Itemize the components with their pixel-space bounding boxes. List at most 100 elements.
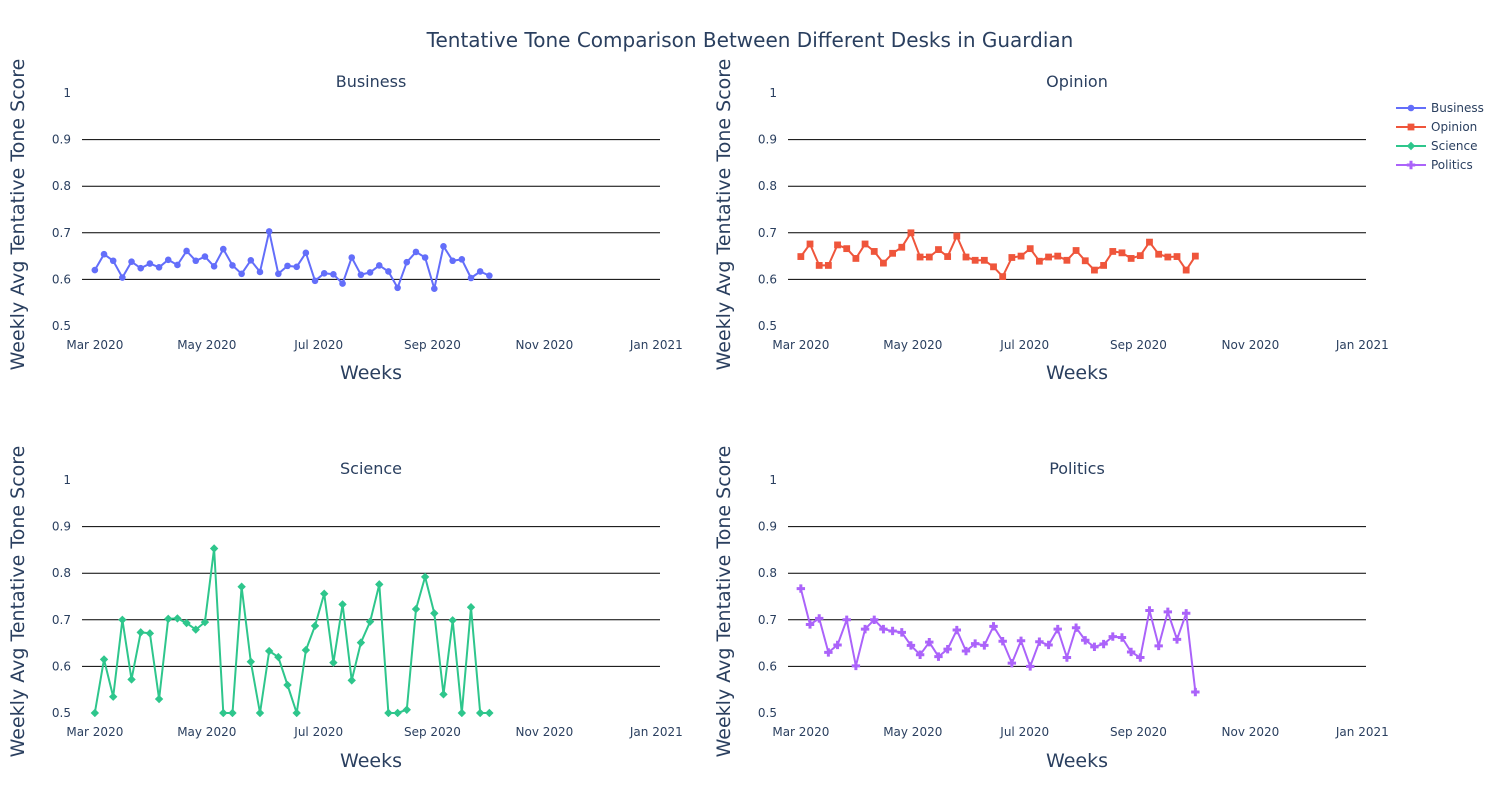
subplot-title: Politics: [1049, 459, 1105, 478]
y-tick-label: 0.9: [52, 133, 71, 147]
data-point: [375, 262, 383, 269]
series-line-science: [93, 547, 490, 714]
y-tick-label: 0.7: [758, 226, 777, 240]
data-point: [861, 240, 869, 248]
data-point: [1035, 637, 1044, 646]
data-point: [155, 263, 163, 271]
data-point: [1081, 636, 1090, 645]
data-point: [870, 615, 879, 624]
data-point: [1090, 642, 1099, 652]
data-point: [860, 624, 870, 634]
data-point: [238, 270, 245, 278]
data-point: [246, 657, 256, 666]
data-point: [466, 603, 476, 612]
data-point: [889, 249, 896, 257]
legend-item-science[interactable]: Science: [1396, 139, 1478, 153]
legend-item-politics[interactable]: Politics: [1396, 158, 1473, 172]
data-point: [1045, 253, 1052, 261]
data-point: [806, 240, 814, 248]
data-point: [999, 273, 1007, 281]
x-tick-label: Nov 2020: [516, 725, 574, 739]
data-point: [1054, 252, 1062, 260]
data-point: [164, 256, 172, 264]
data-point: [897, 628, 906, 637]
y-axis-title: Weekly Avg Tentative Tone Score: [7, 446, 29, 758]
data-point: [402, 705, 411, 714]
legend-item-opinion[interactable]: Opinion: [1396, 120, 1477, 134]
data-point: [1063, 256, 1071, 264]
legend[interactable]: Business Opinion Science Politics: [1396, 101, 1484, 172]
data-point: [1007, 658, 1017, 668]
data-point: [420, 572, 430, 582]
data-point: [1008, 254, 1016, 261]
data-point: [145, 629, 155, 638]
plot-area: [797, 229, 1199, 281]
x-tick-label: Jul 2020: [999, 725, 1049, 739]
data-point: [137, 264, 145, 272]
data-point: [320, 270, 328, 277]
data-point: [475, 708, 485, 717]
data-point: [100, 250, 108, 258]
data-point: [99, 655, 109, 664]
data-point: [1136, 653, 1145, 662]
data-point: [851, 661, 861, 671]
plot-area: [796, 584, 1200, 697]
data-point: [385, 268, 392, 275]
data-point: [449, 257, 456, 265]
data-point: [1035, 257, 1043, 265]
data-point: [448, 616, 457, 625]
data-point: [906, 641, 916, 650]
y-tick-label: 0.5: [52, 319, 71, 333]
data-point: [898, 243, 906, 251]
x-tick-label: Jan 2021: [1335, 338, 1389, 352]
data-point: [1071, 623, 1081, 632]
data-point: [1173, 253, 1181, 260]
y-tick-label: 0.6: [758, 659, 777, 673]
y-tick-label: 1: [63, 86, 71, 100]
data-point: [348, 254, 356, 261]
data-point: [879, 624, 888, 634]
x-tick-label: May 2020: [883, 338, 942, 352]
data-point: [1163, 607, 1173, 617]
data-point: [1117, 633, 1127, 642]
data-point: [815, 262, 823, 269]
legend-marker: [1407, 104, 1415, 112]
data-point: [1109, 248, 1117, 255]
x-tick-label: Jul 2020: [293, 725, 343, 739]
data-point: [1044, 640, 1053, 650]
data-point: [485, 708, 494, 717]
data-point: [805, 620, 815, 629]
y-tick-label: 1: [769, 473, 777, 487]
subplot-title: Business: [336, 72, 407, 91]
legend-label: Science: [1431, 139, 1478, 153]
y-tick-label: 0.8: [758, 179, 777, 193]
data-point: [183, 247, 190, 255]
data-point: [421, 254, 429, 261]
y-tick-label: 0.8: [52, 566, 71, 580]
data-point: [1100, 262, 1108, 269]
x-tick-label: Mar 2020: [772, 338, 829, 352]
y-tick-label: 0.5: [758, 706, 777, 720]
subplot-opinion: Opinion 0.5 0.6 0.7 0.8 0.9 1 Mar 2020 May 2020 J…: [713, 59, 1389, 384]
y-axis-title: Weekly Avg Tentative Tone Score: [7, 59, 29, 371]
y-axis-title: Weekly Avg Tentative Tone Score: [713, 446, 735, 758]
x-tick-label: Nov 2020: [516, 338, 574, 352]
data-point: [90, 708, 100, 717]
y-tick-label: 0.7: [758, 613, 777, 627]
data-point: [228, 708, 237, 717]
data-point: [961, 646, 971, 656]
data-point: [393, 708, 402, 717]
x-tick-label: Jul 2020: [999, 338, 1049, 352]
data-point: [384, 708, 393, 717]
data-point: [329, 658, 338, 667]
x-tick-label: Sep 2020: [1110, 725, 1167, 739]
data-point: [293, 263, 300, 271]
x-tick-label: Sep 2020: [404, 338, 461, 352]
legend-item-business[interactable]: Business: [1396, 101, 1484, 115]
data-point: [880, 259, 887, 267]
data-point: [1172, 635, 1182, 644]
data-point: [366, 269, 374, 276]
y-tick-label: 0.5: [758, 319, 777, 333]
data-point: [430, 609, 439, 618]
